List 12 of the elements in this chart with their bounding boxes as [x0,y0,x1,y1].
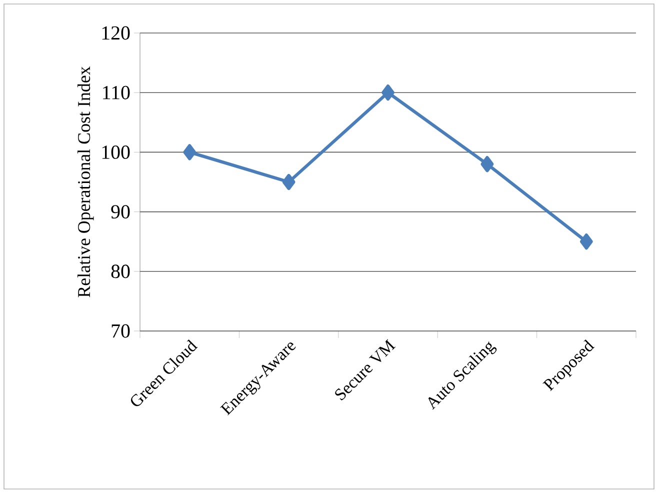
y-axis-title: Relative Operational Cost Index [77,66,94,298]
point [382,84,394,101]
y-tick-label: 70 [112,324,130,338]
point [580,234,593,250]
y-tick-label: 100 [102,145,130,159]
point [183,144,196,160]
y-tick-label: 90 [111,205,130,219]
y-tick-label: 120 [102,26,130,40]
point [480,156,494,172]
y-tick-label: 110 [103,86,130,100]
point [282,174,296,190]
y-tick-label: 80 [111,264,130,278]
